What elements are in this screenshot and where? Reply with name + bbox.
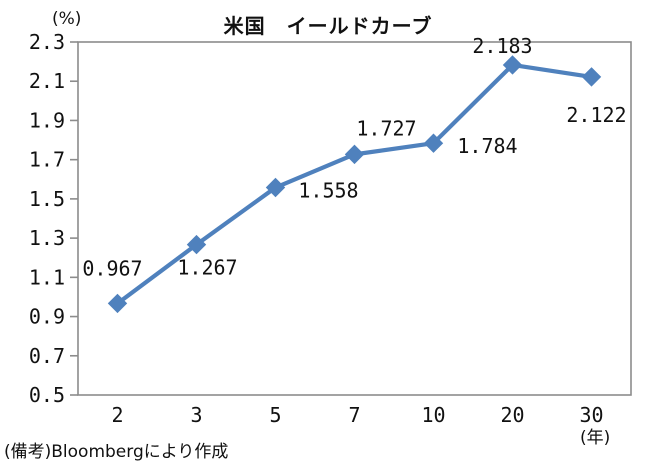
data-point-label: 2.122 — [566, 103, 626, 127]
data-point-label: 1.267 — [177, 256, 237, 280]
data-point-marker — [581, 67, 602, 87]
y-tick-label: 0.7 — [29, 344, 65, 368]
data-point-marker — [344, 144, 365, 165]
data-point-label: 1.784 — [457, 134, 517, 158]
plot-area-border — [77, 41, 632, 396]
y-tick-label: 1.7 — [29, 148, 65, 172]
source-footnote: (備考)Bloombergにより作成 — [4, 442, 229, 462]
x-tick-label: 5 — [269, 403, 281, 427]
data-point-label: 1.727 — [356, 116, 416, 140]
data-point-marker — [265, 177, 286, 198]
y-tick-label: 0.5 — [29, 383, 65, 407]
data-point-marker — [502, 55, 523, 75]
x-axis-unit-label: (年) — [580, 428, 611, 448]
data-point-label: 0.967 — [82, 256, 142, 280]
y-tick-label: 2.1 — [29, 69, 65, 93]
y-tick-label: 1.3 — [29, 226, 65, 250]
x-tick-label: 30 — [579, 403, 603, 427]
data-point-marker — [423, 133, 444, 153]
x-tick-label: 10 — [421, 403, 445, 427]
y-tick-label: 1.9 — [29, 108, 65, 132]
data-point-label: 1.558 — [298, 179, 358, 203]
x-tick-label: 3 — [190, 403, 202, 427]
data-point-marker — [186, 234, 207, 255]
y-axis-unit-label: (%) — [52, 9, 82, 29]
x-tick-label: 7 — [348, 403, 360, 427]
y-tick-label: 1.5 — [29, 187, 65, 211]
x-tick-label: 2 — [111, 403, 123, 427]
y-tick-label: 2.3 — [29, 30, 65, 54]
data-point-label: 2.183 — [472, 34, 532, 58]
y-tick-label: 0.9 — [29, 305, 65, 329]
chart-title: 米国 イールドカーブ — [223, 14, 433, 38]
x-tick-label: 20 — [500, 403, 524, 427]
y-tick-label: 1.1 — [29, 265, 65, 289]
data-point-marker — [107, 293, 128, 314]
